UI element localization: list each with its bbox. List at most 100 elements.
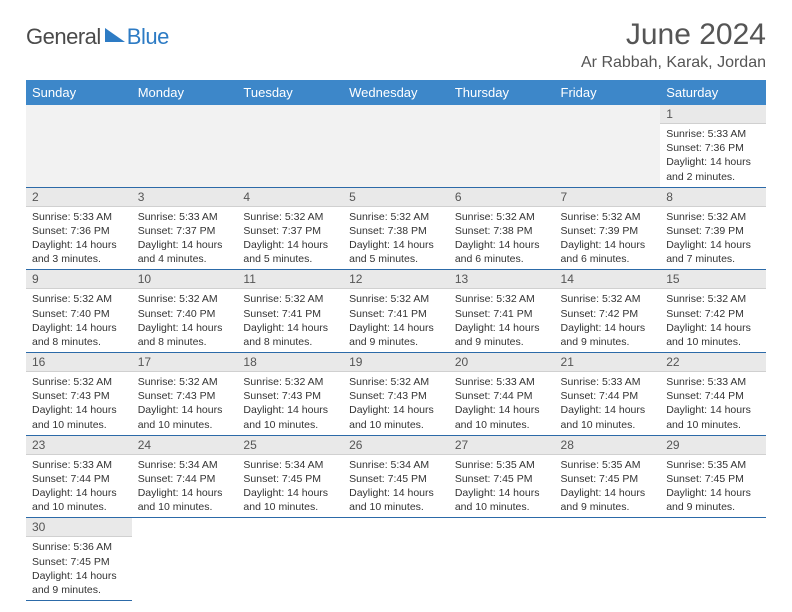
day-content: Sunrise: 5:32 AMSunset: 7:41 PMDaylight:… <box>237 289 343 352</box>
weekday-header: Tuesday <box>237 80 343 105</box>
calendar-body: 1Sunrise: 5:33 AMSunset: 7:36 PMDaylight… <box>26 105 766 601</box>
day-number: 20 <box>449 353 555 372</box>
day-number: 13 <box>449 270 555 289</box>
calendar-cell: 9Sunrise: 5:32 AMSunset: 7:40 PMDaylight… <box>26 270 132 353</box>
calendar-cell <box>555 105 661 187</box>
day-content: Sunrise: 5:32 AMSunset: 7:41 PMDaylight:… <box>449 289 555 352</box>
header: General Blue June 2024 Ar Rabbah, Karak,… <box>26 18 766 72</box>
day-number: 3 <box>132 188 238 207</box>
day-content: Sunrise: 5:35 AMSunset: 7:45 PMDaylight:… <box>555 455 661 518</box>
day-number: 5 <box>343 188 449 207</box>
day-number: 21 <box>555 353 661 372</box>
weekday-header: Wednesday <box>343 80 449 105</box>
day-content: Sunrise: 5:33 AMSunset: 7:44 PMDaylight:… <box>555 372 661 435</box>
day-number: 23 <box>26 436 132 455</box>
day-number: 30 <box>26 518 132 537</box>
calendar-cell: 17Sunrise: 5:32 AMSunset: 7:43 PMDayligh… <box>132 353 238 436</box>
weekday-header: Friday <box>555 80 661 105</box>
logo-text-general: General <box>26 24 101 50</box>
logo-text-blue: Blue <box>127 24 169 50</box>
calendar-cell <box>237 518 343 601</box>
calendar-cell <box>237 105 343 187</box>
day-content: Sunrise: 5:34 AMSunset: 7:45 PMDaylight:… <box>343 455 449 518</box>
day-number: 18 <box>237 353 343 372</box>
day-content: Sunrise: 5:35 AMSunset: 7:45 PMDaylight:… <box>660 455 766 518</box>
sail-icon <box>105 28 125 42</box>
day-content: Sunrise: 5:32 AMSunset: 7:38 PMDaylight:… <box>449 207 555 270</box>
day-content: Sunrise: 5:33 AMSunset: 7:44 PMDaylight:… <box>660 372 766 435</box>
weekday-header: Saturday <box>660 80 766 105</box>
day-content: Sunrise: 5:36 AMSunset: 7:45 PMDaylight:… <box>26 537 132 600</box>
day-content: Sunrise: 5:32 AMSunset: 7:38 PMDaylight:… <box>343 207 449 270</box>
calendar-cell: 10Sunrise: 5:32 AMSunset: 7:40 PMDayligh… <box>132 270 238 353</box>
weekday-header: Sunday <box>26 80 132 105</box>
day-content: Sunrise: 5:32 AMSunset: 7:41 PMDaylight:… <box>343 289 449 352</box>
calendar-cell: 24Sunrise: 5:34 AMSunset: 7:44 PMDayligh… <box>132 435 238 518</box>
calendar-cell: 5Sunrise: 5:32 AMSunset: 7:38 PMDaylight… <box>343 187 449 270</box>
day-content: Sunrise: 5:32 AMSunset: 7:39 PMDaylight:… <box>555 207 661 270</box>
day-content: Sunrise: 5:33 AMSunset: 7:44 PMDaylight:… <box>26 455 132 518</box>
calendar-cell: 20Sunrise: 5:33 AMSunset: 7:44 PMDayligh… <box>449 353 555 436</box>
calendar-cell: 16Sunrise: 5:32 AMSunset: 7:43 PMDayligh… <box>26 353 132 436</box>
calendar-cell: 15Sunrise: 5:32 AMSunset: 7:42 PMDayligh… <box>660 270 766 353</box>
calendar-cell: 7Sunrise: 5:32 AMSunset: 7:39 PMDaylight… <box>555 187 661 270</box>
calendar-cell: 21Sunrise: 5:33 AMSunset: 7:44 PMDayligh… <box>555 353 661 436</box>
month-title: June 2024 <box>581 18 766 52</box>
calendar-cell: 3Sunrise: 5:33 AMSunset: 7:37 PMDaylight… <box>132 187 238 270</box>
day-number: 29 <box>660 436 766 455</box>
weekday-header: Thursday <box>449 80 555 105</box>
day-number: 12 <box>343 270 449 289</box>
calendar-cell: 29Sunrise: 5:35 AMSunset: 7:45 PMDayligh… <box>660 435 766 518</box>
logo: General Blue <box>26 24 169 50</box>
calendar-cell: 23Sunrise: 5:33 AMSunset: 7:44 PMDayligh… <box>26 435 132 518</box>
calendar-cell: 4Sunrise: 5:32 AMSunset: 7:37 PMDaylight… <box>237 187 343 270</box>
calendar-cell: 12Sunrise: 5:32 AMSunset: 7:41 PMDayligh… <box>343 270 449 353</box>
calendar-cell: 8Sunrise: 5:32 AMSunset: 7:39 PMDaylight… <box>660 187 766 270</box>
day-content: Sunrise: 5:32 AMSunset: 7:42 PMDaylight:… <box>555 289 661 352</box>
calendar-cell: 13Sunrise: 5:32 AMSunset: 7:41 PMDayligh… <box>449 270 555 353</box>
day-number: 14 <box>555 270 661 289</box>
day-number: 27 <box>449 436 555 455</box>
calendar-cell: 18Sunrise: 5:32 AMSunset: 7:43 PMDayligh… <box>237 353 343 436</box>
calendar-cell: 27Sunrise: 5:35 AMSunset: 7:45 PMDayligh… <box>449 435 555 518</box>
calendar-table: SundayMondayTuesdayWednesdayThursdayFrid… <box>26 80 766 601</box>
day-content: Sunrise: 5:33 AMSunset: 7:36 PMDaylight:… <box>660 124 766 187</box>
day-number: 26 <box>343 436 449 455</box>
day-content: Sunrise: 5:35 AMSunset: 7:45 PMDaylight:… <box>449 455 555 518</box>
day-number: 8 <box>660 188 766 207</box>
title-block: June 2024 Ar Rabbah, Karak, Jordan <box>581 18 766 72</box>
calendar-cell <box>449 518 555 601</box>
day-number: 11 <box>237 270 343 289</box>
day-number: 6 <box>449 188 555 207</box>
calendar-cell: 2Sunrise: 5:33 AMSunset: 7:36 PMDaylight… <box>26 187 132 270</box>
day-number: 28 <box>555 436 661 455</box>
calendar-cell <box>555 518 661 601</box>
day-number: 10 <box>132 270 238 289</box>
calendar-cell: 25Sunrise: 5:34 AMSunset: 7:45 PMDayligh… <box>237 435 343 518</box>
location: Ar Rabbah, Karak, Jordan <box>581 54 766 72</box>
day-content: Sunrise: 5:34 AMSunset: 7:44 PMDaylight:… <box>132 455 238 518</box>
day-number: 19 <box>343 353 449 372</box>
calendar-cell <box>449 105 555 187</box>
calendar-cell <box>660 518 766 601</box>
day-number: 15 <box>660 270 766 289</box>
day-content: Sunrise: 5:33 AMSunset: 7:36 PMDaylight:… <box>26 207 132 270</box>
calendar-cell: 19Sunrise: 5:32 AMSunset: 7:43 PMDayligh… <box>343 353 449 436</box>
calendar-cell <box>132 518 238 601</box>
calendar-cell: 30Sunrise: 5:36 AMSunset: 7:45 PMDayligh… <box>26 518 132 601</box>
day-content: Sunrise: 5:32 AMSunset: 7:43 PMDaylight:… <box>237 372 343 435</box>
weekday-header: Monday <box>132 80 238 105</box>
day-content: Sunrise: 5:32 AMSunset: 7:43 PMDaylight:… <box>343 372 449 435</box>
calendar-cell: 6Sunrise: 5:32 AMSunset: 7:38 PMDaylight… <box>449 187 555 270</box>
calendar-cell <box>26 105 132 187</box>
day-content: Sunrise: 5:32 AMSunset: 7:40 PMDaylight:… <box>26 289 132 352</box>
day-content: Sunrise: 5:34 AMSunset: 7:45 PMDaylight:… <box>237 455 343 518</box>
day-number: 4 <box>237 188 343 207</box>
day-number: 2 <box>26 188 132 207</box>
calendar-cell <box>132 105 238 187</box>
day-number: 16 <box>26 353 132 372</box>
calendar-cell <box>343 518 449 601</box>
day-number: 22 <box>660 353 766 372</box>
calendar-cell: 1Sunrise: 5:33 AMSunset: 7:36 PMDaylight… <box>660 105 766 187</box>
day-content: Sunrise: 5:32 AMSunset: 7:43 PMDaylight:… <box>26 372 132 435</box>
